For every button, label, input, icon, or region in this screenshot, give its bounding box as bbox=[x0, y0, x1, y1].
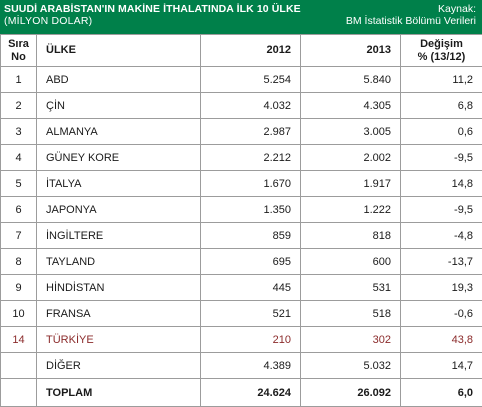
change-cell: -4,8 bbox=[401, 223, 482, 249]
column-header-change-label: Değişim% (13/12) bbox=[418, 38, 466, 63]
figure-subtitle: (MİLYON DOLAR) bbox=[4, 15, 92, 27]
column-header-2012: 2012 bbox=[201, 35, 301, 67]
value-2012-cell: 1.350 bbox=[201, 197, 301, 223]
country-cell: JAPONYA bbox=[37, 197, 201, 223]
country-cell: HİNDİSTAN bbox=[37, 275, 201, 301]
rank-cell: 5 bbox=[1, 171, 37, 197]
value-2013-cell: 5.840 bbox=[301, 67, 401, 93]
country-cell: ALMANYA bbox=[37, 119, 201, 145]
change-cell: -13,7 bbox=[401, 249, 482, 275]
country-cell: İTALYA bbox=[37, 171, 201, 197]
value-2012-cell: 24.624 bbox=[201, 379, 301, 407]
rank-cell: 3 bbox=[1, 119, 37, 145]
value-2013-cell: 518 bbox=[301, 301, 401, 327]
country-cell: GÜNEY KORE bbox=[37, 145, 201, 171]
value-2012-cell: 695 bbox=[201, 249, 301, 275]
value-2012-cell: 4.389 bbox=[201, 353, 301, 379]
rank-cell: 1 bbox=[1, 67, 37, 93]
column-header-2013: 2013 bbox=[301, 35, 401, 67]
rank-cell: 9 bbox=[1, 275, 37, 301]
rank-cell bbox=[1, 353, 37, 379]
value-2012-cell: 1.670 bbox=[201, 171, 301, 197]
rank-cell: 14 bbox=[1, 327, 37, 353]
country-cell: TÜRKİYE bbox=[37, 327, 201, 353]
figure-title: SUUDİ ARABİSTAN'IN MAKİNE İTHALATINDA İL… bbox=[4, 3, 301, 15]
change-cell: 11,2 bbox=[401, 67, 482, 93]
value-2012-cell: 521 bbox=[201, 301, 301, 327]
value-2012-cell: 2.987 bbox=[201, 119, 301, 145]
value-2013-cell: 5.032 bbox=[301, 353, 401, 379]
change-cell: 6,8 bbox=[401, 93, 482, 119]
value-2013-cell: 600 bbox=[301, 249, 401, 275]
country-cell: ÇİN bbox=[37, 93, 201, 119]
value-2013-cell: 2.002 bbox=[301, 145, 401, 171]
rank-cell: 7 bbox=[1, 223, 37, 249]
value-2012-cell: 5.254 bbox=[201, 67, 301, 93]
rank-cell: 8 bbox=[1, 249, 37, 275]
value-2012-cell: 4.032 bbox=[201, 93, 301, 119]
value-2013-cell: 302 bbox=[301, 327, 401, 353]
value-2013-cell: 818 bbox=[301, 223, 401, 249]
country-cell: TOPLAM bbox=[37, 379, 201, 407]
value-2013-cell: 1.917 bbox=[301, 171, 401, 197]
change-cell: 14,7 bbox=[401, 353, 482, 379]
value-2012-cell: 2.212 bbox=[201, 145, 301, 171]
source-name: BM İstatistik Bölümü Verileri bbox=[346, 15, 476, 27]
country-cell: ABD bbox=[37, 67, 201, 93]
change-cell: -9,5 bbox=[401, 145, 482, 171]
change-cell: 19,3 bbox=[401, 275, 482, 301]
value-2012-cell: 210 bbox=[201, 327, 301, 353]
column-header-change: Değişim% (13/12) bbox=[401, 35, 482, 67]
country-cell: FRANSA bbox=[37, 301, 201, 327]
change-cell: 43,8 bbox=[401, 327, 482, 353]
country-cell: TAYLAND bbox=[37, 249, 201, 275]
source-label: Kaynak: bbox=[438, 3, 476, 15]
change-cell: -0,6 bbox=[401, 301, 482, 327]
rank-cell: 6 bbox=[1, 197, 37, 223]
change-cell: 6,0 bbox=[401, 379, 482, 407]
value-2012-cell: 445 bbox=[201, 275, 301, 301]
rank-cell: 10 bbox=[1, 301, 37, 327]
rank-cell: 2 bbox=[1, 93, 37, 119]
value-2012-cell: 859 bbox=[201, 223, 301, 249]
value-2013-cell: 4.305 bbox=[301, 93, 401, 119]
value-2013-cell: 531 bbox=[301, 275, 401, 301]
value-2013-cell: 3.005 bbox=[301, 119, 401, 145]
value-2013-cell: 1.222 bbox=[301, 197, 401, 223]
header-bar: SUUDİ ARABİSTAN'IN MAKİNE İTHALATINDA İL… bbox=[0, 0, 482, 34]
value-2013-cell: 26.092 bbox=[301, 379, 401, 407]
change-cell: 14,8 bbox=[401, 171, 482, 197]
rank-cell: 4 bbox=[1, 145, 37, 171]
country-cell: İNGİLTERE bbox=[37, 223, 201, 249]
country-cell: DİĞER bbox=[37, 353, 201, 379]
change-cell: 0,6 bbox=[401, 119, 482, 145]
column-header-country: ÜLKE bbox=[37, 35, 201, 67]
rank-cell bbox=[1, 379, 37, 407]
change-cell: -9,5 bbox=[401, 197, 482, 223]
